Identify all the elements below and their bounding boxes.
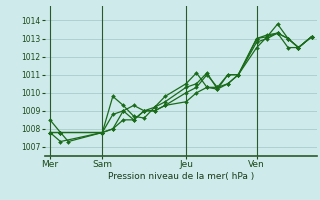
X-axis label: Pression niveau de la mer( hPa ): Pression niveau de la mer( hPa ) xyxy=(108,172,254,181)
